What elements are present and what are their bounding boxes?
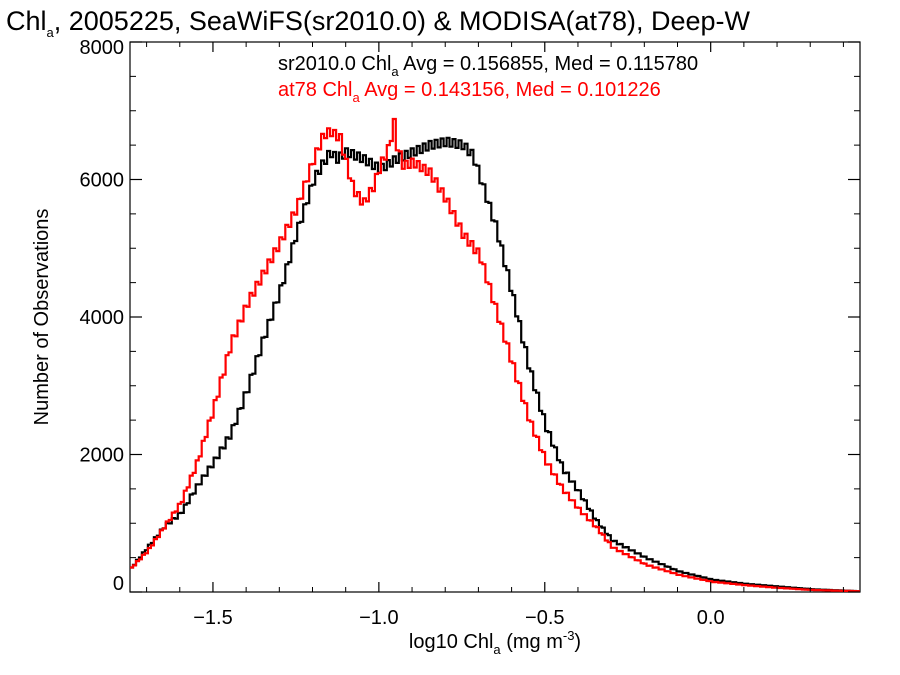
x-axis-label-sup: -3 <box>563 628 575 643</box>
ticks-layer: −1.5 −1.0 −0.5 0.0 0 2000 4000 6000 8000 <box>80 37 860 629</box>
annotation-at78-sub: a <box>353 90 361 105</box>
annotation-at78-pre: at78 Chl <box>278 79 353 101</box>
x-axis-label-post: ) <box>574 631 581 653</box>
series-layer <box>130 117 860 593</box>
annotation-sr2010-post: Avg = 0.156855, Med = 0.115780 <box>399 53 699 75</box>
annotation-sr2010: sr2010.0 Chla Avg = 0.156855, Med = 0.11… <box>278 53 698 79</box>
x-tick-label: 0.0 <box>697 607 725 629</box>
x-axis-label-pre: log10 Chl <box>409 631 494 653</box>
x-tick-label: −1.5 <box>193 607 232 629</box>
y-tick-label: 8000 <box>80 37 125 59</box>
annotation-sr2010-sub: a <box>391 64 399 79</box>
x-axis-label-mid: (mg m <box>501 631 563 653</box>
y-tick-label: 2000 <box>80 445 125 467</box>
chart-title-pre: Chl <box>6 6 47 36</box>
annotation-sr2010-pre: sr2010.0 Chl <box>278 53 391 75</box>
y-tick-label: 6000 <box>80 170 125 192</box>
y-axis-label: Number of Observations <box>31 209 53 426</box>
annotation-at78: at78 Chla Avg = 0.143156, Med = 0.101226 <box>278 79 661 105</box>
series-at78-line <box>130 117 860 593</box>
x-tick-label: −1.0 <box>359 607 398 629</box>
x-axis-label: log10 Chla (mg m-3) <box>409 628 581 657</box>
y-tick-label: 0 <box>113 573 124 595</box>
x-tick-label: −0.5 <box>525 607 564 629</box>
annotation-at78-post: Avg = 0.143156, Med = 0.101226 <box>360 79 661 101</box>
chart-title: Chla, 2005225, SeaWiFS(sr2010.0) & MODIS… <box>6 6 751 40</box>
x-axis-label-sub: a <box>493 642 501 657</box>
series-sr2010-0-line <box>130 136 860 593</box>
y-tick-label: 4000 <box>80 307 125 329</box>
chart-title-sub: a <box>47 25 55 40</box>
chart-title-post: , 2005225, SeaWiFS(sr2010.0) & MODISA(at… <box>54 6 751 36</box>
plot-frame <box>129 41 861 593</box>
